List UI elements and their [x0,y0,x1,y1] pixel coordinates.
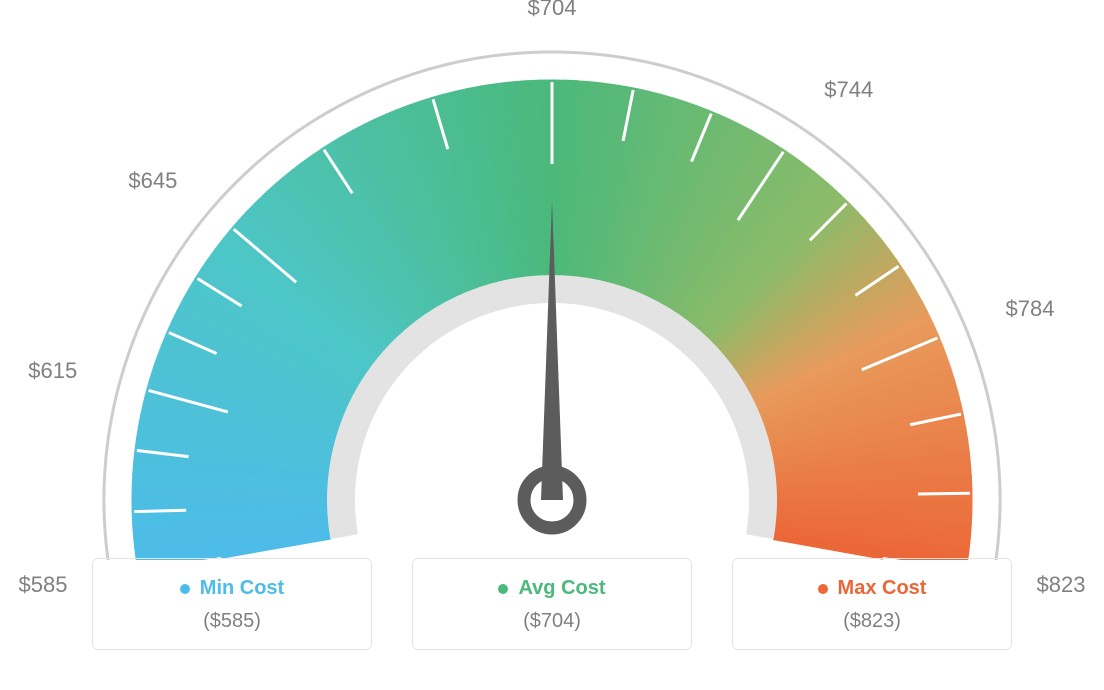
legend-title-min: Min Cost [180,577,284,600]
legend-label-min: Min Cost [200,577,284,600]
legend-card-min: Min Cost ($585) [92,558,372,650]
gauge-tick-label: $744 [824,77,873,103]
legend-card-max: Max Cost ($823) [732,558,1012,650]
gauge-tick-label: $615 [28,358,77,384]
legend-title-avg: Avg Cost [498,577,605,600]
legend-label-max: Max Cost [838,577,927,600]
legend-value-max: ($823) [733,610,1011,633]
legend-value-avg: ($704) [413,610,691,633]
gauge-tick-label: $645 [128,168,177,194]
legend-dot-max [818,584,828,594]
gauge-svg [0,0,1104,560]
legend-title-max: Max Cost [818,577,927,600]
gauge-tick-label: $784 [1006,296,1055,322]
legend-dot-min [180,584,190,594]
legend-card-avg: Avg Cost ($704) [412,558,692,650]
legend-label-avg: Avg Cost [518,577,605,600]
legend-value-min: ($585) [93,610,371,633]
gauge-tick-label: $704 [528,0,577,21]
gauge-chart: $585$615$645$704$744$784$823 [0,0,1104,560]
legend-row: Min Cost ($585) Avg Cost ($704) Max Cost… [0,558,1104,650]
legend-dot-avg [498,584,508,594]
